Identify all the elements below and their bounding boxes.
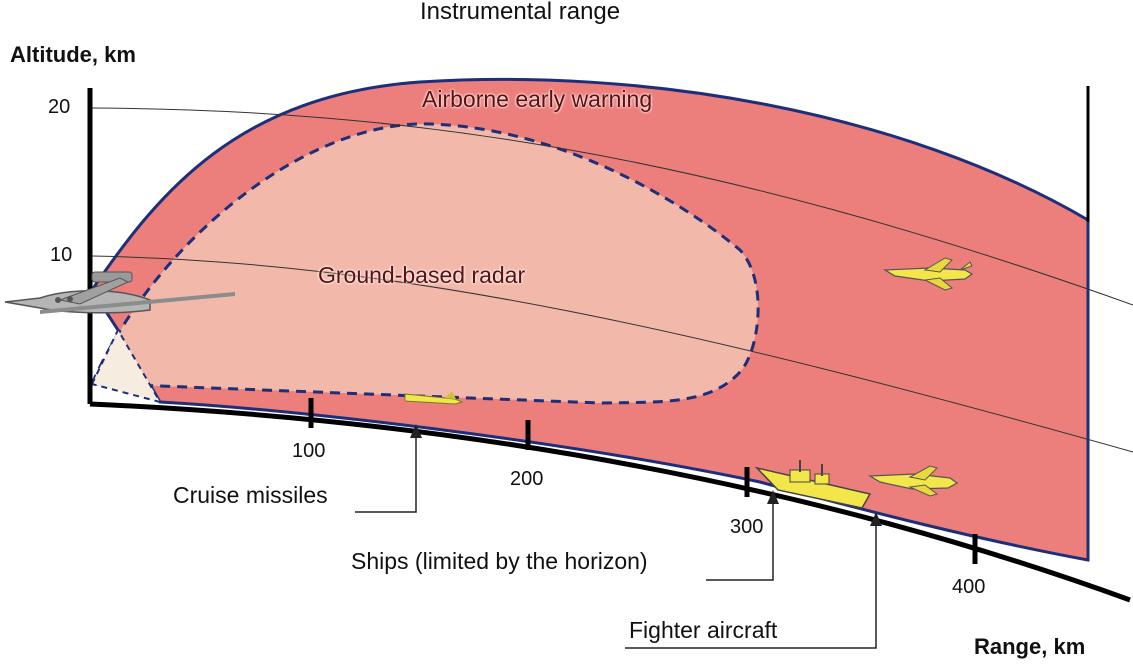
y-tick-label-20: 20 (48, 96, 71, 118)
y-tick-label-10: 10 (50, 244, 73, 266)
diagram-title: Instrumental range (420, 0, 621, 25)
fighter-jet-icon-high (882, 257, 974, 291)
warship-icon (754, 460, 872, 509)
callout-ships: Ships (limited by the horizon) (351, 548, 648, 574)
callout-fighters-leader (625, 512, 882, 649)
x-tick-label-400: 400 (952, 576, 986, 598)
callout-fighter-aircraft: Fighter aircraft (629, 617, 778, 643)
callout-ships-leader (706, 490, 779, 581)
aew-aircraft-icon (4, 271, 235, 314)
x-axis-title: Range, km (974, 634, 1086, 659)
altitude-line-20km (91, 107, 1133, 306)
x-tick-label-200: 200 (510, 468, 544, 490)
altitude-line-10km (91, 255, 1133, 453)
ground-radar-coverage-region (89, 122, 760, 405)
ground-horizon-curve (89, 401, 1131, 603)
ground-radar-region-label: Ground-based radar (318, 262, 526, 288)
aew-region-label: Airborne early warning (422, 86, 653, 112)
fighter-jet-icon-low (867, 465, 959, 497)
origin-wedge (90, 327, 163, 404)
y-axis-title: Altitude, km (10, 42, 136, 67)
x-tick-label-300: 300 (730, 516, 764, 538)
cruise-missile-icon (404, 391, 464, 405)
callout-missiles-leader (355, 424, 422, 513)
x-tick-label-100: 100 (292, 440, 326, 462)
callout-cruise-missiles: Cruise missiles (173, 482, 328, 508)
